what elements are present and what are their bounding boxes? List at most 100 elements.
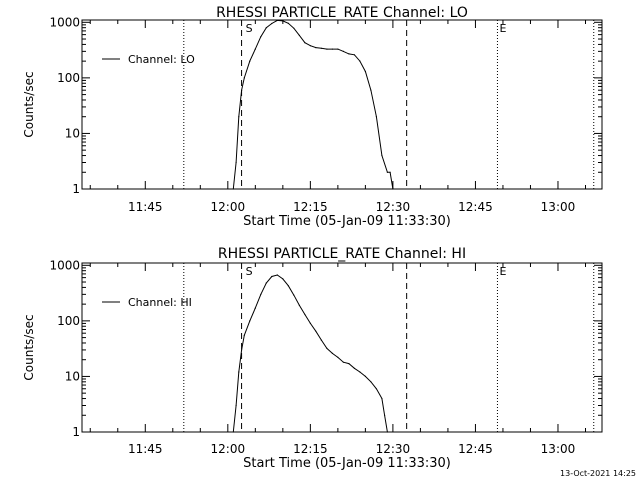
data-point [304,313,306,316]
x-tick-label: 13:00 [541,200,576,214]
data-point [238,116,240,118]
data-point [249,60,251,62]
footer-timestamp: 13-Oct-2021 14:25 [560,469,636,478]
data-point [309,322,311,324]
data-point [342,361,344,363]
end-marker-label: E [499,22,506,35]
y-axis-label: Counts/sec [22,71,36,137]
data-point [241,89,243,91]
data-point [342,50,344,53]
data-point [381,397,383,400]
y-tick-label: 1 [72,182,80,196]
y-tick-label: 1000 [49,15,80,29]
data-point [260,293,262,295]
x-tick-label: 13:00 [541,442,576,456]
x-tick-label: 12:00 [211,200,246,214]
data-point [331,48,333,50]
data-point [249,320,251,322]
data-point [375,388,377,390]
data-point [320,339,322,341]
y-tick-label: 1 [72,425,80,439]
data-point [243,334,245,336]
x-tick-label: 12:30 [376,200,411,214]
y-axis-label: Counts/sec [22,314,36,380]
series-line [232,274,388,433]
y-tick-label: 100 [57,314,80,328]
data-point [370,381,372,383]
data-point [353,367,355,369]
y-tick-label: 10 [65,126,80,140]
data-point [276,274,278,276]
data-point [348,363,350,365]
plot-frame [81,19,603,190]
data-point [348,53,350,55]
data-point [241,349,243,351]
data-point [326,48,328,50]
data-point [375,116,377,118]
data-point [265,27,267,29]
data-point [364,70,366,73]
data-point [282,278,284,280]
data-point [293,294,295,296]
end-marker-label: E [499,265,506,278]
x-tick-label: 12:30 [376,442,411,456]
data-point [389,171,391,173]
data-point [315,47,317,49]
data-point [386,171,388,173]
data-point [386,431,388,433]
x-axis-label: Start Time (05-Jan-09 11:33:30) [243,456,451,471]
data-point [326,347,328,349]
data-point [260,36,262,38]
x-tick-label: 12:00 [211,442,246,456]
data-point [265,282,267,284]
data-point [235,161,237,164]
data-point [331,352,333,354]
data-point [282,20,284,22]
start-marker-label: S [246,22,253,35]
x-tick-label: 11:45 [128,442,163,456]
data-point [384,414,386,416]
data-point [298,304,300,306]
chart-panel-lo: RHESSI PARTICLE_RATE Channel: LO 1 10 100 10… [22,5,603,229]
data-point [254,307,256,309]
data-point [392,188,394,190]
data-point [254,48,256,50]
data-point [243,77,245,79]
y-tick-label: 10 [65,369,80,383]
series-line [232,19,394,190]
data-point [320,47,322,49]
data-point [304,42,306,44]
y-tick-label: 100 [57,71,80,85]
data-point [337,48,339,50]
data-point [271,275,273,278]
data-point [370,89,372,91]
data-point [359,371,361,373]
data-point [381,154,383,157]
data-point [235,404,237,407]
x-axis-label: Start Time (05-Jan-09 11:33:30) [243,214,451,229]
data-point [359,60,361,62]
chart-title: RHESSI PARTICLE_RATE Channel: HI [218,246,466,262]
data-point [276,19,278,21]
chart-panel-hi: RHESSI PARTICLE_RATE Channel: HI 1 10 100 10… [22,246,603,471]
data-point [232,431,234,433]
data-point [287,22,289,24]
x-tick-label: 11:45 [128,200,163,214]
data-point [315,330,317,332]
x-tick-label: 12:45 [458,442,493,456]
chart-title: RHESSI PARTICLE_RATE Channel: LO [216,5,468,21]
data-point [293,27,295,29]
data-point [337,356,339,358]
data-point [271,22,273,25]
x-tick-label: 12:45 [458,200,493,214]
y-tick-label: 1000 [49,258,80,272]
data-point [353,54,355,56]
legend-label: Channel: LO [128,53,195,66]
legend-label: Channel: HI [128,296,192,309]
start-marker-label: S [246,265,253,278]
data-point [232,188,234,190]
data-point [238,371,240,373]
plot-frame [81,262,603,433]
data-point [287,285,289,287]
